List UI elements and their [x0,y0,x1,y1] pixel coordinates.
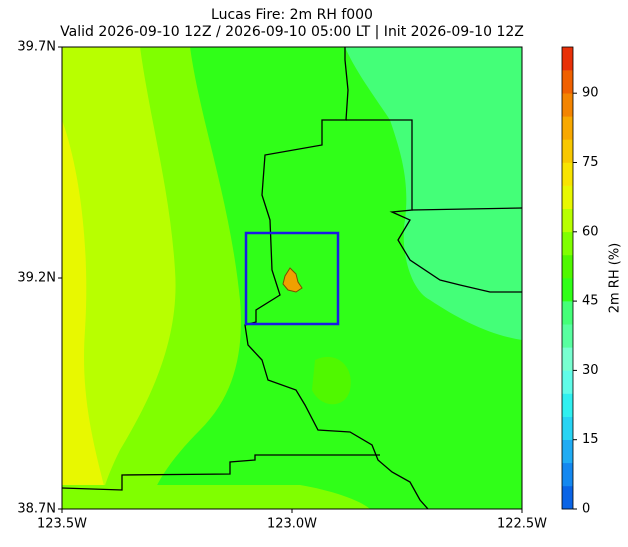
colorbar-frame [561,46,574,510]
rh-zone [62,47,176,509]
colorbar-segment [562,185,573,209]
colorbar-tick-label: 30 [582,363,599,378]
colorbar-segment [562,116,573,140]
colorbar-segment [562,347,573,371]
fire-box [244,231,340,326]
rh-zone [62,120,110,509]
colorbar-tick-label: 60 [582,224,599,239]
chart-subtitle: Valid 2026-09-10 12Z / 2026-09-10 05:00 … [60,24,524,40]
county-border [62,454,380,491]
rh-zone [62,485,370,509]
map-field [62,47,522,509]
colorbar-segment [562,324,573,348]
colorbar-segment [562,439,573,464]
colorbar-segment [562,93,573,117]
colorbar-segment [562,393,573,417]
colorbar-segment [562,208,573,233]
colorbar-segment [562,301,573,325]
colorbar-tick-label: 75 [582,155,599,170]
fire-perimeter [282,267,303,293]
colorbar-segment [562,278,573,302]
colorbar-segment [562,47,573,71]
colorbar-segment [562,416,573,440]
rh-zone [345,47,522,340]
colorbar-label: 2m RH (%) [608,243,623,314]
colorbar-tick-label: 15 [582,432,599,447]
colorbar-segment [562,462,573,487]
county-border [346,119,522,293]
colorbar-tick-label: 45 [582,294,599,309]
x-tick-label: 122.5W [497,517,547,532]
chart-title: Lucas Fire: 2m RH f000 [211,7,373,23]
y-tick-label: 38.7N [17,502,56,517]
rh-zone [312,356,351,405]
colorbar-segment [562,231,573,256]
x-tick-label: 123.5W [37,517,87,532]
colorbar-segment [562,370,573,394]
colorbar-segment [562,70,573,94]
colorbar-tick-label: 0 [582,502,590,517]
y-tick-label: 39.2N [17,271,56,286]
y-tick-label: 39.7N [17,40,56,55]
colorbar-segment [562,485,573,510]
county-border [411,207,522,211]
x-tick-label: 123.0W [267,517,317,532]
colorbar-segment [562,139,573,163]
colorbar-tick-label: 90 [582,86,599,101]
colorbar-segment [562,162,573,186]
colorbar-segment [562,254,573,279]
